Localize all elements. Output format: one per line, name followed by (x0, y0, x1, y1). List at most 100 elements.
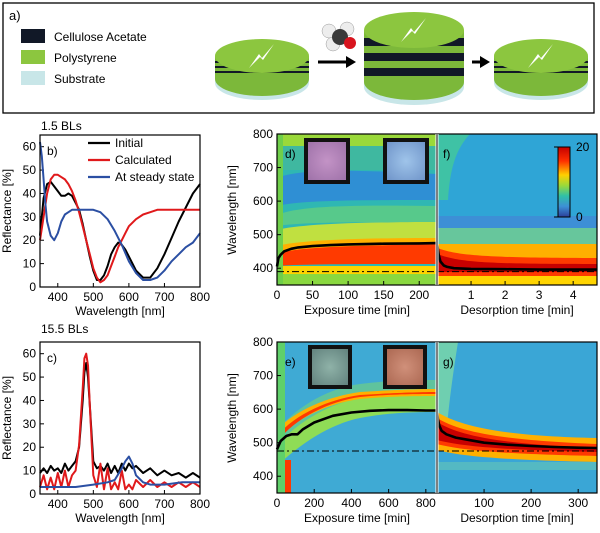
x-axis-label-c: Wavelength [nm] (75, 511, 165, 525)
y-tick-label: 800 (253, 127, 273, 141)
series-group-b (39, 141, 201, 284)
heatmap-f (437, 134, 597, 285)
panel-label-e: e) (285, 355, 296, 369)
panel-a-label: a) (9, 8, 21, 23)
axes-b: 400 500 600 700 800 0 10 20 30 40 50 60 (23, 140, 211, 304)
x-tick-label: 600 (379, 496, 399, 510)
peak-wavelength-line (275, 241, 438, 267)
x-axis-label-e: Exposure time [min] (304, 511, 410, 525)
heading-1-5-bls: 1.5 BLs (41, 119, 82, 133)
heatmap-g (437, 342, 597, 493)
y-axis-label-d: Wavelength [nm] (225, 165, 239, 255)
x-tick-label: 100 (474, 496, 494, 510)
x-tick-label: 1 (468, 288, 475, 302)
x-tick-label: 800 (190, 290, 210, 304)
arrow-right-icon (318, 56, 356, 68)
series-line-calculated (39, 173, 200, 284)
series-line-initial (39, 180, 201, 281)
legend-label-initial: Initial (115, 136, 143, 150)
series-line-at-steady-state (40, 455, 200, 488)
x-tick-label: 400 (48, 290, 68, 304)
panel-a: a) Cellulose Acetate Polystyrene Substra… (2, 2, 595, 114)
peak-wavelength-line (275, 408, 437, 450)
legend-b: Initial Calculated At steady state (88, 136, 195, 184)
sample-photo-brown (383, 345, 427, 389)
film-stack-swollen (364, 12, 464, 105)
y-tick-label: 600 (253, 402, 273, 416)
x-tick-label: 200 (304, 496, 324, 510)
x-tick-label: 3 (536, 288, 543, 302)
chart-panel-c: 400 500 600 700 800 0 10 20 30 40 50 60 c) Waveleng… (0, 341, 211, 525)
x-axis-label-b: Wavelength [nm] (75, 304, 165, 318)
peak-wavelength-line (435, 242, 597, 271)
x-tick-label: 0 (274, 496, 281, 510)
x-tick-label: 300 (568, 496, 588, 510)
legend-label-steady-state: At steady state (115, 170, 195, 184)
x-axis-label-f: Desorption time [min] (460, 303, 573, 317)
x-tick-label: 600 (119, 290, 139, 304)
film-stack-recovered (494, 39, 588, 100)
legend-label-polystyrene: Polystyrene (54, 51, 117, 65)
y-tick-label: 10 (23, 464, 37, 478)
panel-label-c: c) (47, 351, 57, 365)
panel-label-b: b) (47, 144, 58, 158)
heatmap-top: 20 0 (277, 134, 597, 285)
y-tick-label: 700 (253, 161, 273, 175)
colorbar-max-label: 20 (576, 140, 590, 154)
x-tick-label: 800 (190, 497, 210, 511)
y-tick-label: 60 (23, 347, 37, 361)
y-tick-label: 50 (23, 370, 37, 384)
x-tick-label: 400 (341, 496, 361, 510)
y-tick-label: 400 (253, 469, 273, 483)
legend-swatch-substrate (21, 71, 45, 85)
legend-label-substrate: Substrate (54, 72, 106, 86)
molecule-icon (321, 21, 356, 52)
y-tick-label: 60 (23, 140, 37, 154)
plot-frame-c (39, 341, 201, 495)
x-tick-label: 700 (154, 497, 174, 511)
colorbar-min-label: 0 (576, 210, 583, 224)
panel-label-d: d) (285, 147, 296, 161)
y-tick-label: 20 (23, 440, 37, 454)
heatmap-e (277, 342, 437, 493)
series-line-at-steady-state (39, 141, 201, 281)
sample-photo-green (308, 345, 352, 389)
x-tick-label: 2 (502, 288, 509, 302)
x-tick-label: 400 (48, 497, 68, 511)
series-group-c (39, 352, 201, 491)
y-tick-label: 30 (23, 210, 37, 224)
colorbar: 20 0 (554, 140, 590, 224)
x-tick-label: 150 (374, 288, 394, 302)
panel-label-g: g) (443, 355, 454, 369)
peak-wavelength-line (435, 410, 598, 450)
y-axis-label-c: Reflectance [%] (0, 376, 14, 460)
y-tick-label: 500 (253, 436, 273, 450)
axes-c: 400 500 600 700 800 0 10 20 30 40 50 60 (23, 347, 211, 511)
legend-label-calculated: Calculated (115, 153, 172, 167)
sample-photo-purple (304, 138, 350, 184)
x-tick-label: 800 (416, 496, 436, 510)
x-tick-label: 500 (83, 497, 103, 511)
x-tick-label: 700 (154, 290, 174, 304)
x-tick-label: 500 (83, 290, 103, 304)
panel-label-f: f) (443, 147, 450, 161)
x-tick-label: 200 (521, 496, 541, 510)
film-stack-initial (215, 39, 309, 100)
plot-frame-b (39, 134, 201, 288)
y-tick-label: 20 (23, 233, 37, 247)
heading-15-5-bls: 15.5 BLs (41, 322, 88, 336)
y-tick-label: 500 (253, 228, 273, 242)
x-axis-label-d: Exposure time [min] (304, 303, 410, 317)
x-tick-label: 4 (570, 288, 577, 302)
y-tick-label: 600 (253, 194, 273, 208)
y-tick-label: 0 (29, 487, 36, 501)
y-tick-label: 40 (23, 186, 37, 200)
x-tick-label: 600 (119, 497, 139, 511)
y-tick-label: 50 (23, 163, 37, 177)
y-tick-label: 800 (253, 335, 273, 349)
sample-photo-blue (383, 138, 429, 184)
x-tick-label: 0 (274, 288, 281, 302)
x-tick-label: 100 (338, 288, 358, 302)
x-tick-label: 200 (409, 288, 429, 302)
